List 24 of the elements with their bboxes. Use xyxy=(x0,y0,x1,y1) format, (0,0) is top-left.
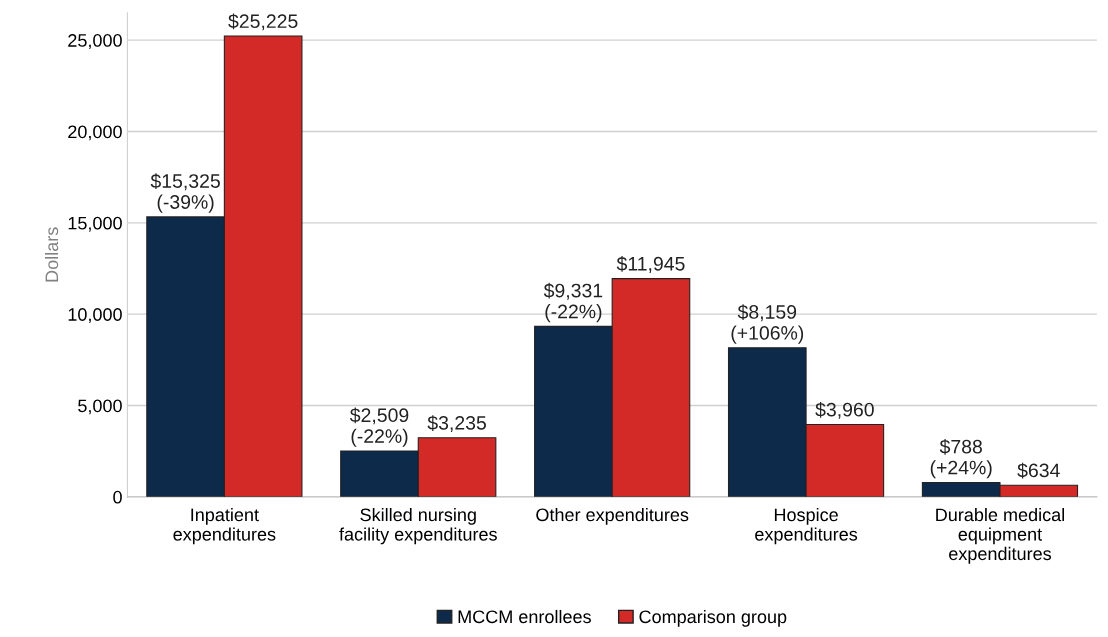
data-label: $634 xyxy=(1017,462,1060,479)
y-tick-label: 20,000 xyxy=(68,125,122,141)
y-tick-label: 25,000 xyxy=(68,34,122,49)
legend-label: Comparison group xyxy=(639,609,787,627)
y-tick-label: 10,000 xyxy=(68,308,122,324)
data-label: $25,225 xyxy=(228,13,298,31)
y-tick-label: 5,000 xyxy=(78,399,122,415)
data-label: $11,945 xyxy=(616,256,685,273)
x-tick-label: Hospice expenditures xyxy=(755,507,858,545)
data-label: $3,235 xyxy=(427,415,486,433)
data-label: $3,960 xyxy=(815,401,874,419)
y-tick-label: 15,000 xyxy=(68,216,122,232)
data-label: $9,331 (-22%) xyxy=(543,282,603,323)
y-axis-title: Dollars xyxy=(44,227,59,282)
y-tick-label: 0 xyxy=(113,490,122,504)
x-tick-label: Inpatient expenditures xyxy=(173,507,276,545)
legend-label: MCCM enrollees xyxy=(458,609,591,624)
x-tick-label: Other expenditures xyxy=(536,507,689,525)
x-tick-label: Skilled nursing facility expenditures xyxy=(339,507,497,545)
data-label: $8,159 (+106%) xyxy=(731,304,804,344)
data-label: $2,509 (-22%) xyxy=(349,407,409,447)
data-label: $15,325 (-39%) xyxy=(150,173,220,213)
x-tick-label: Durable medical equipment expenditures xyxy=(936,507,1064,564)
data-label: $788 (+24%) xyxy=(930,438,992,479)
